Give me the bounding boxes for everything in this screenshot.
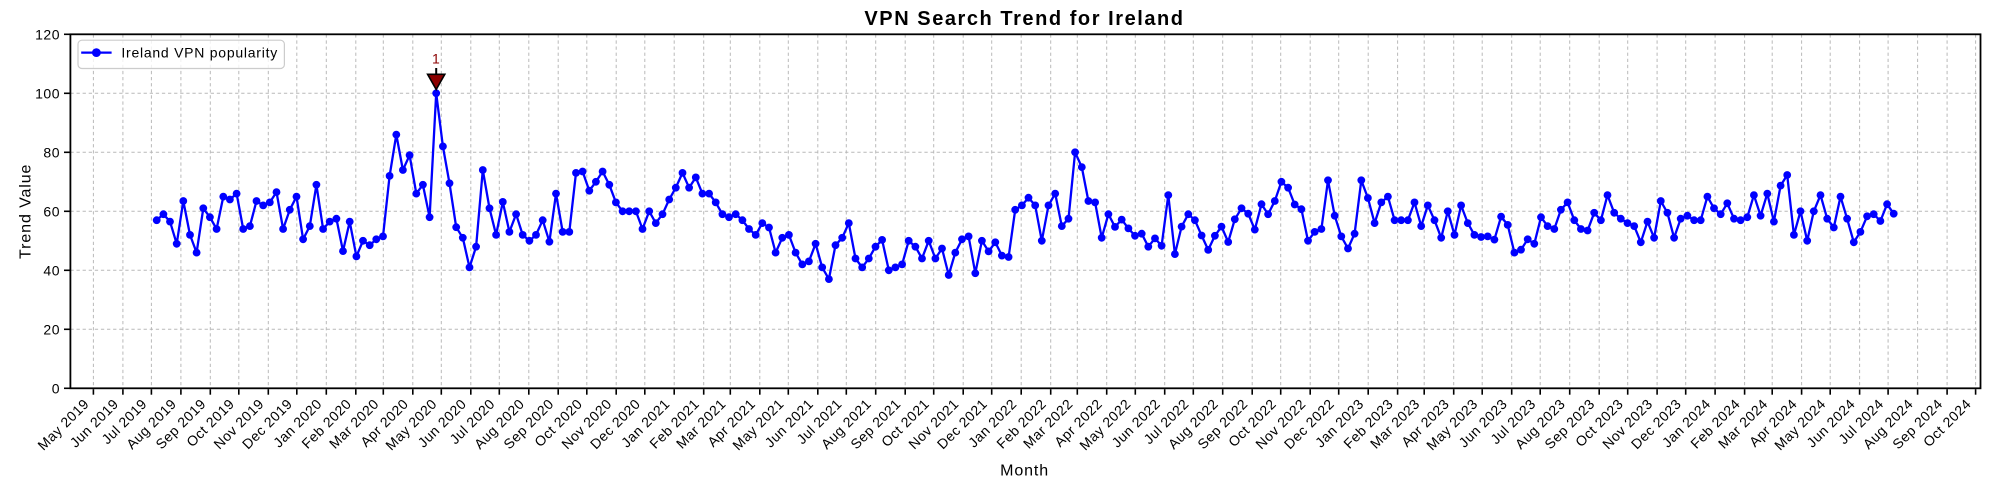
svg-text:VPN Search Trend for Ireland: VPN Search Trend for Ireland [864, 8, 1184, 30]
svg-text:Ireland VPN popularity: Ireland VPN popularity [121, 44, 278, 60]
svg-text:60: 60 [43, 203, 60, 219]
svg-text:80: 80 [43, 144, 60, 160]
svg-text:100: 100 [35, 85, 60, 101]
svg-text:40: 40 [43, 262, 60, 278]
svg-text:120: 120 [35, 26, 60, 42]
svg-text:Month: Month [1000, 463, 1049, 480]
svg-text:1: 1 [432, 50, 440, 66]
svg-text:0: 0 [52, 380, 60, 396]
svg-text:Trend Value: Trend Value [18, 164, 35, 259]
svg-text:20: 20 [43, 321, 60, 337]
